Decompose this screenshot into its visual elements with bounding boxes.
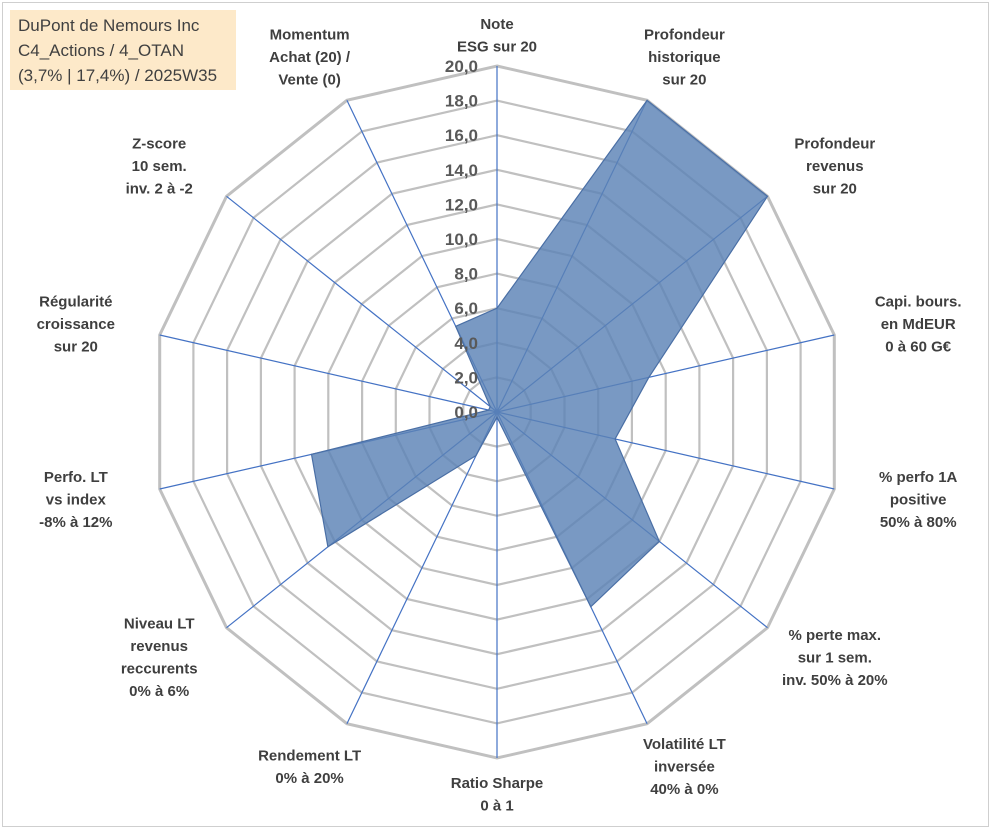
spoke-line	[346, 411, 498, 724]
tick-label: 14,0	[445, 161, 478, 180]
stats-label: (3,7% | 17,4%) / 2025W35	[18, 66, 218, 85]
tick-label: 18,0	[445, 92, 478, 111]
axis-labels: Note ESG sur 20 Profondeur historique sur 20…	[37, 16, 962, 815]
tick-label: 10,0	[445, 230, 478, 249]
radar-series	[310, 99, 769, 608]
tick-label: 2,0	[454, 368, 478, 387]
axis-label: Profondeur historique sur 20	[644, 26, 725, 88]
axis-label: % perfo 1A positive 50% à 80%	[879, 469, 958, 531]
axis-label: Z-score 10 sem. inv. 2 à -2	[126, 136, 193, 198]
tick-label: 20,0	[445, 57, 478, 76]
radial-tick-labels: 0,0 2,0 4,0 6,0 8,0 10,0 12,0 14,0 16,0 18,0 20,0	[445, 57, 478, 422]
tick-label: 6,0	[454, 299, 478, 318]
tick-label: 4,0	[454, 334, 478, 353]
category-label: C4_Actions / 4_OTAN	[18, 41, 184, 60]
series-area	[310, 99, 769, 608]
axis-label: Profondeur revenus sur 20	[794, 136, 875, 198]
axis-label: Rendement LT 0% à 20%	[258, 748, 361, 788]
axis-label: Note ESG sur 20	[457, 16, 537, 56]
axis-label: Volatilité LT inversée 40% à 0%	[643, 736, 726, 798]
axis-label: Régularité croissance sur 20	[37, 294, 115, 356]
spoke-line	[226, 195, 498, 413]
tick-label: 12,0	[445, 195, 478, 214]
spoke-line	[159, 334, 498, 413]
axis-label: Niveau LT revenus reccurents 0% à 6%	[121, 616, 198, 701]
axis-label: % perte max. sur 1 sem. inv. 50% à 20%	[782, 627, 888, 689]
axis-label: Ratio Sharpe 0 à 1	[451, 775, 544, 815]
company-name: DuPont de Nemours Inc	[18, 16, 200, 35]
axis-label: Momentum Achat (20) / Vente (0)	[269, 26, 351, 88]
tick-label: 8,0	[454, 265, 478, 284]
axis-label: Perfo. LT vs index -8% à 12%	[39, 469, 112, 531]
info-box: DuPont de Nemours Inc C4_Actions / 4_OTA…	[10, 10, 236, 90]
tick-label: 0,0	[454, 403, 478, 422]
tick-label: 16,0	[445, 126, 478, 145]
axis-label: Capi. bours. en MdEUR 0 à 60 G€	[875, 294, 962, 356]
